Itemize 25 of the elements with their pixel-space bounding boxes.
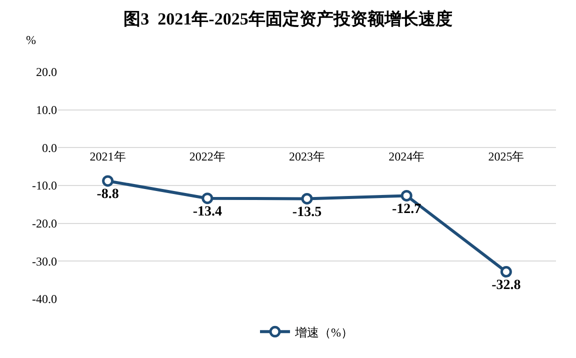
x-tick-label: 2024年 xyxy=(388,150,425,164)
data-label: -8.8 xyxy=(96,187,119,202)
y-tick-label: 20.0 xyxy=(36,65,57,80)
point xyxy=(102,175,114,187)
y-tick-label: 0.0 xyxy=(42,140,57,155)
x-tick-label: 2022年 xyxy=(189,150,226,164)
y-tick-label: 10.0 xyxy=(36,103,57,118)
legend-label: 增速（%） xyxy=(294,325,353,340)
chart-title: 图3 2021年-2025年固定资产投资额增长速度 xyxy=(124,9,452,28)
x-tick-label: 2023年 xyxy=(289,150,325,164)
y-tick-label: -20.0 xyxy=(32,216,57,231)
data-label: -12.7 xyxy=(392,202,422,217)
data-label: -13.5 xyxy=(292,204,322,220)
data-label: -32.8 xyxy=(492,278,521,293)
point xyxy=(500,266,512,278)
point xyxy=(400,190,412,202)
y-axis-title: % xyxy=(26,33,36,47)
point xyxy=(202,192,214,204)
x-tick-label: 2025年 xyxy=(488,150,524,164)
x-tick-label: 2021年 xyxy=(90,150,126,164)
y-tick-label: -10.0 xyxy=(32,178,57,193)
y-tick-label: -30.0 xyxy=(32,254,57,268)
data-label: -13.4 xyxy=(192,204,222,220)
point xyxy=(301,192,313,204)
y-tick-label: -40.0 xyxy=(32,292,57,306)
